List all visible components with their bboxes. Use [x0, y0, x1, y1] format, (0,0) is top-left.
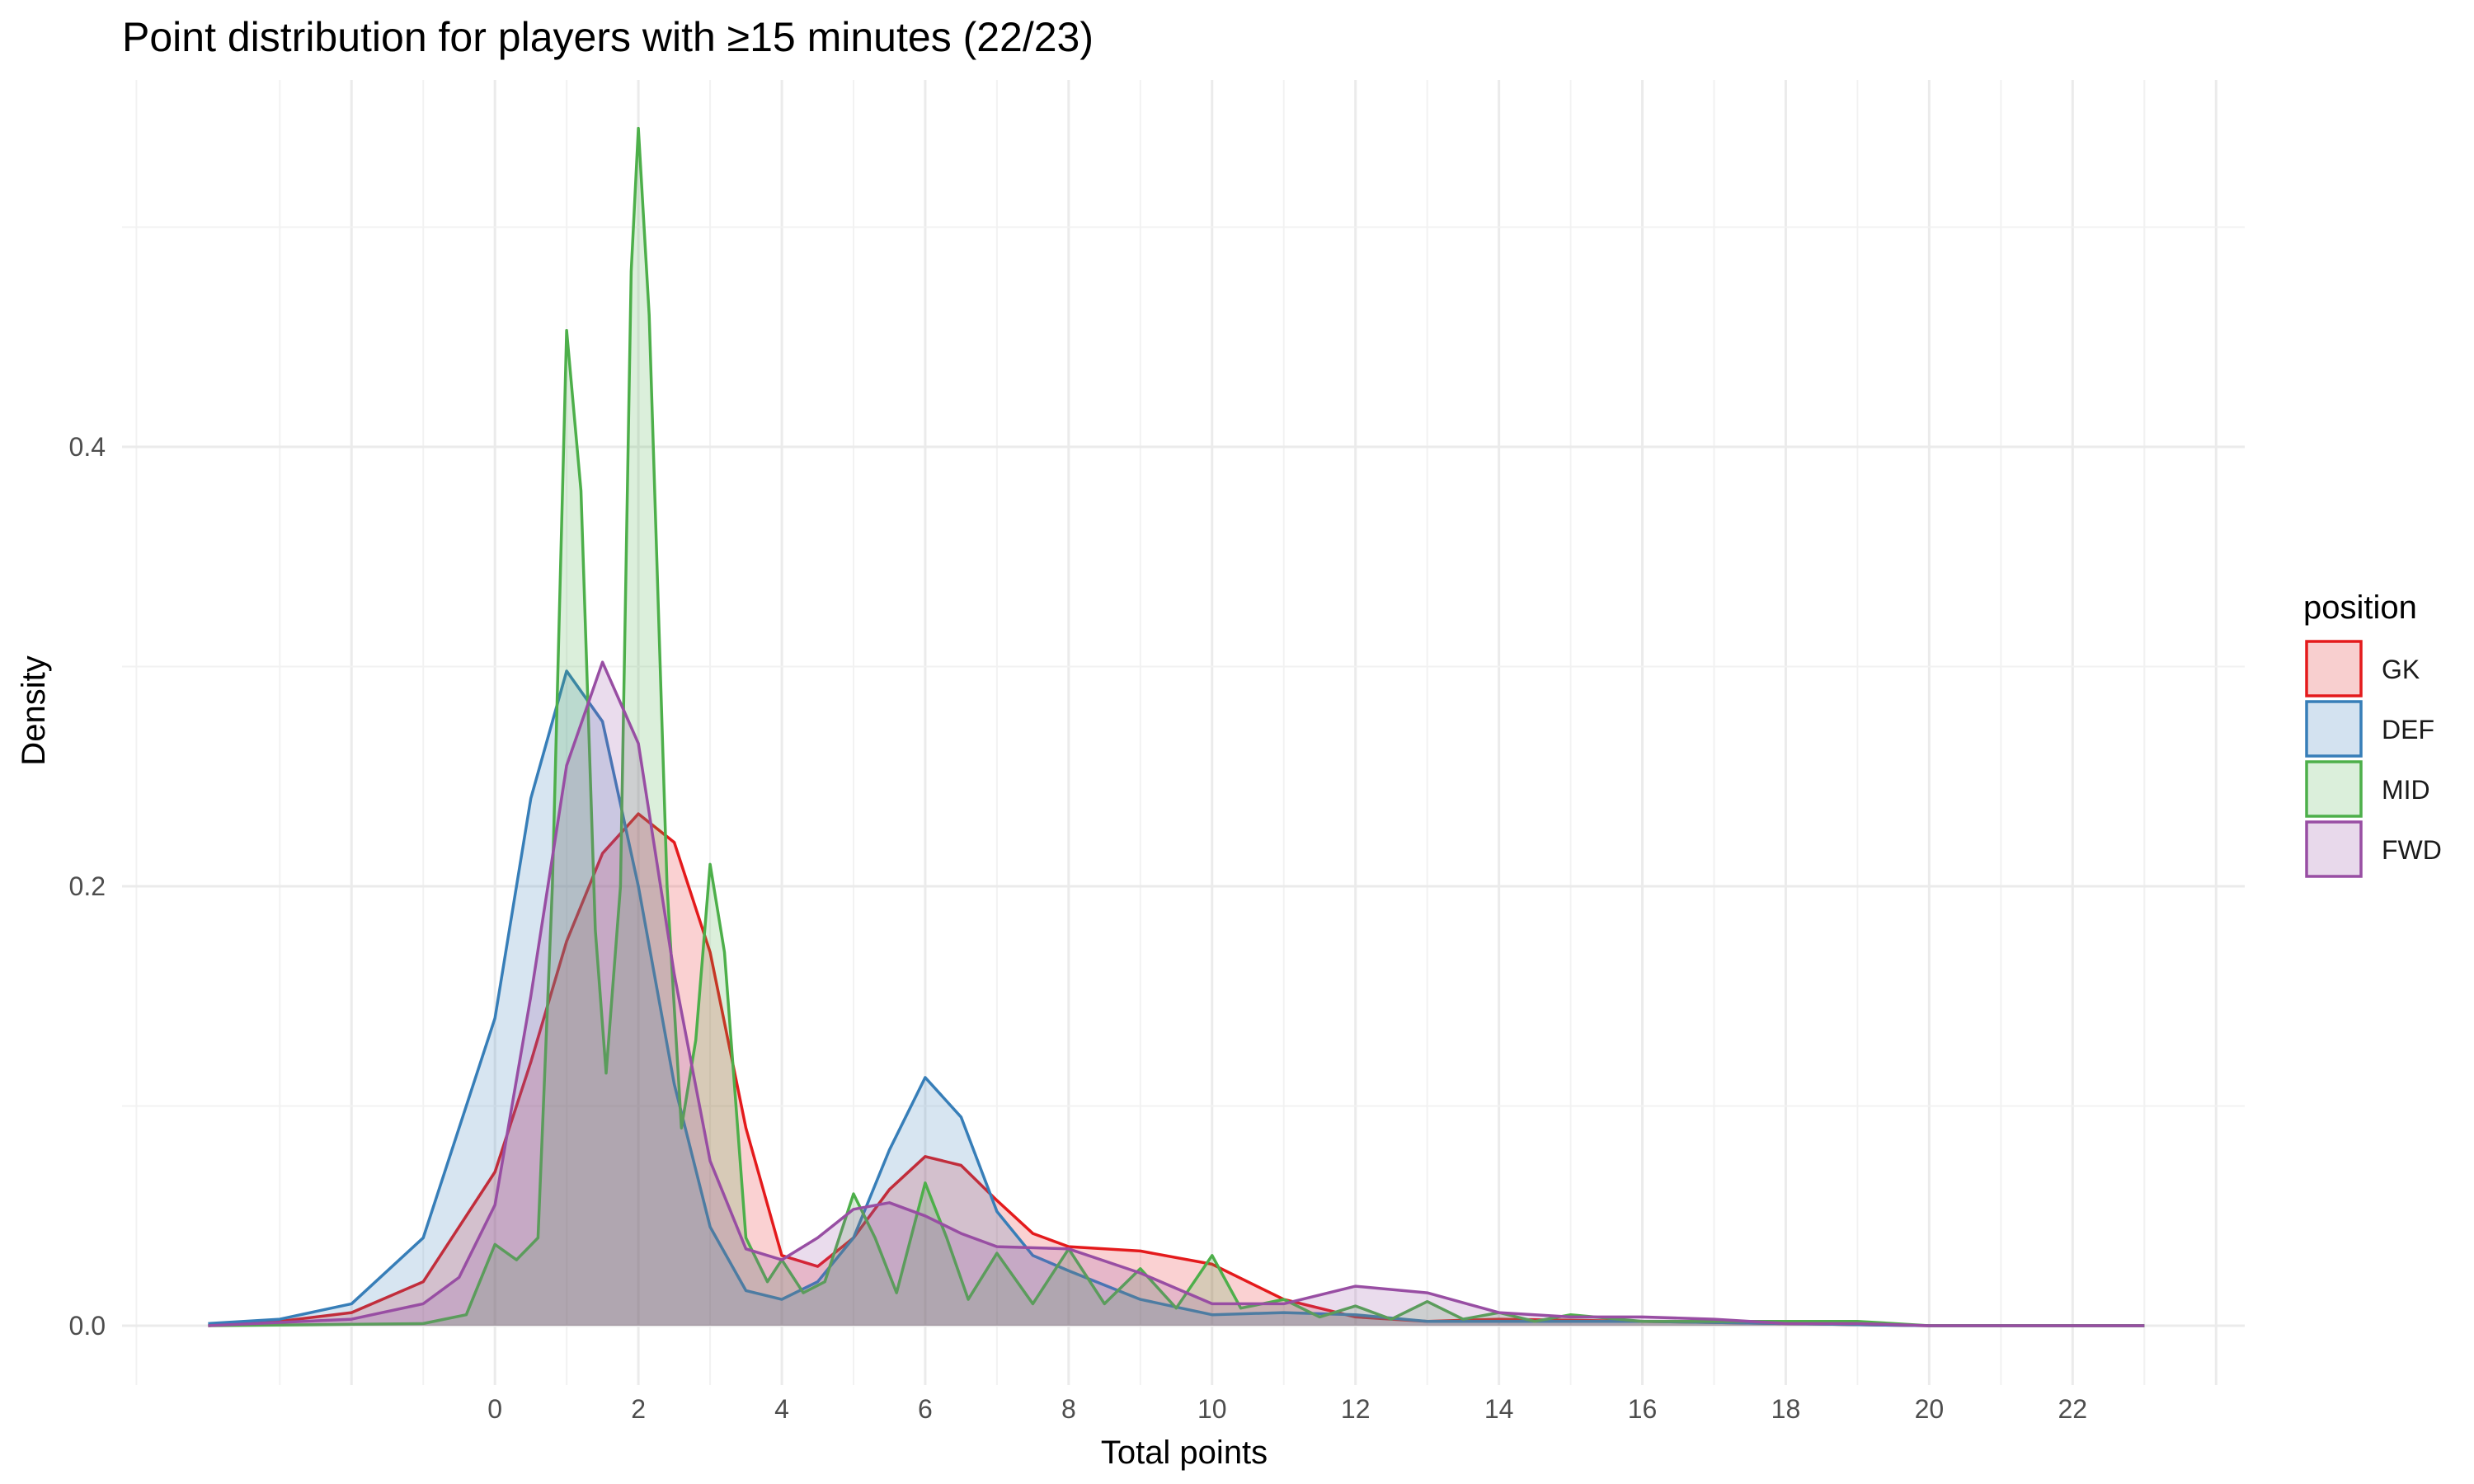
density-line-mid: [208, 126, 2145, 1327]
x-tick-label: 0: [487, 1394, 502, 1424]
density-line-fwd: [208, 660, 2145, 1327]
x-tick-label: 16: [1628, 1394, 1658, 1424]
x-tick-label: 18: [1771, 1394, 1801, 1424]
y-tick-label: 0.2: [69, 871, 106, 901]
grid: [122, 80, 2245, 1385]
x-tick-label: 14: [1484, 1394, 1514, 1424]
y-axis-title: Density: [16, 655, 52, 765]
x-tick-label: 12: [1341, 1394, 1371, 1424]
y-tick-label: 0.4: [69, 432, 106, 462]
x-tick-label: 8: [1061, 1394, 1076, 1424]
x-tick-label: 4: [774, 1394, 789, 1424]
legend-label-def: DEF: [2382, 715, 2434, 744]
density-area-def: [208, 670, 2145, 1326]
legend-items: GK DEF MID FWD: [2305, 640, 2442, 878]
chart-title: Point distribution for players with ≥15 …: [122, 14, 1094, 60]
x-axis-tick-labels: 0 2 4 6 8 10 12 14 16 18 20 22: [487, 1394, 2087, 1424]
x-tick-label: 22: [2058, 1394, 2088, 1424]
legend-key-def: [2305, 700, 2363, 758]
x-tick-label: 10: [1197, 1394, 1227, 1424]
x-tick-label: 20: [1915, 1394, 1945, 1424]
x-axis-title: Total points: [1101, 1435, 1268, 1471]
legend-label-fwd: FWD: [2382, 835, 2442, 865]
density-area-gk: [208, 814, 2145, 1326]
legend-label-mid: MID: [2382, 775, 2430, 805]
legend-key-fwd: [2305, 820, 2363, 878]
y-tick-label: 0.0: [69, 1311, 106, 1341]
legend-title: position: [2303, 589, 2417, 626]
plot-panel: [122, 80, 2245, 1385]
density-series: [208, 126, 2145, 1327]
legend-key-mid: [2305, 760, 2363, 818]
x-tick-label: 6: [918, 1394, 933, 1424]
legend-key-gk: [2305, 640, 2363, 697]
y-axis-tick-labels: 0.0 0.2 0.4: [69, 432, 106, 1341]
density-area-fwd: [208, 662, 2145, 1326]
density-line-def: [208, 669, 2145, 1327]
legend: position GK DEF MID FWD: [2303, 589, 2442, 878]
legend-label-gk: GK: [2382, 655, 2420, 684]
x-tick-label: 2: [631, 1394, 646, 1424]
